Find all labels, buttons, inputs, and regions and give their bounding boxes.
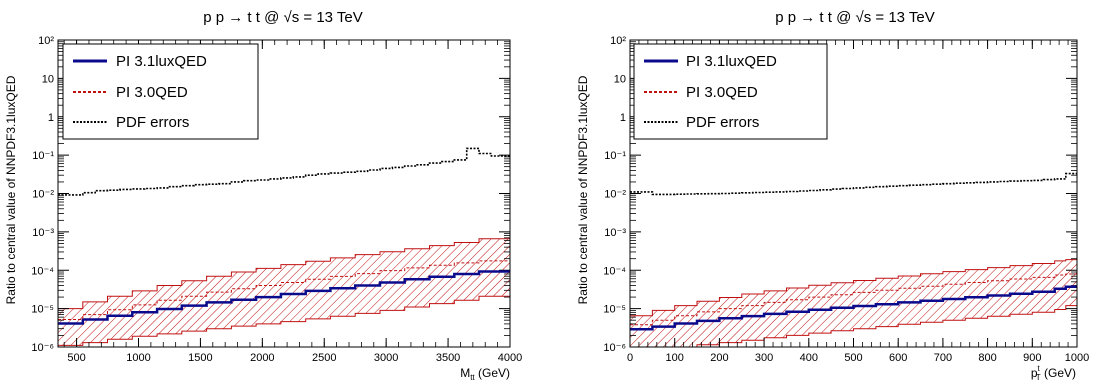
panel-right: p p → t t @ √s = 13 TeV Ratio to central… <box>576 9 1089 382</box>
x-tick-label: 100 <box>666 352 684 364</box>
y-tick-label: 1 <box>620 112 626 124</box>
x-tick-label: 500 <box>844 352 862 364</box>
series-line-pdf-errors <box>58 147 510 196</box>
legend-label-luxqed: PI 3.1luxQED <box>686 53 777 70</box>
y-tick-label: 10 <box>614 73 626 85</box>
legend-label-pdf: PDF errors <box>116 114 189 131</box>
y-tick-label: 10⁻² <box>604 189 626 201</box>
chart-title: p p → t t @ √s = 13 TeV <box>203 9 363 26</box>
y-tick-label: 10⁻⁵ <box>603 304 626 316</box>
uncertainty-bands <box>630 259 1077 348</box>
plot-frame <box>57 39 511 348</box>
qed-uncertainty-band <box>58 238 510 346</box>
y-tick-label: 1 <box>48 112 54 124</box>
x-tick-label: 1000 <box>126 352 150 364</box>
series-line-qed <box>630 273 1077 326</box>
qed-band-lower-edge <box>58 295 510 346</box>
series-lines <box>58 147 510 325</box>
y-tick-label: 10⁻⁶ <box>603 342 626 354</box>
x-tick-label: 0 <box>627 352 633 364</box>
y-tick-label: 10² <box>610 35 626 47</box>
y-tick-label: 10⁻⁶ <box>31 342 54 354</box>
x-axis-label-unit: (GeV) <box>475 366 510 380</box>
x-tick-label: 1500 <box>188 352 212 364</box>
qed-uncertainty-band <box>630 259 1077 347</box>
y-tick-label: 10² <box>38 35 54 47</box>
x-tick-label: 700 <box>934 352 952 364</box>
y-tick-label: 10⁻³ <box>32 227 54 239</box>
series-lines <box>630 172 1077 331</box>
plot-area: 10⁻⁶ 10⁻⁵ 10⁻⁴ 10⁻³ 10⁻² 10⁻¹ 1 10 10² 500 1000 150… <box>31 35 522 364</box>
legend-label-pdf: PDF errors <box>686 114 759 131</box>
x-tick-label: 900 <box>1023 352 1041 364</box>
series-line-luxqed <box>58 270 510 325</box>
legend-label-luxqed: PI 3.1luxQED <box>116 53 207 70</box>
qed-band-upper-edge <box>630 259 1077 317</box>
x-tick-label: 200 <box>710 352 728 364</box>
x-tick-label: 1000 <box>1065 352 1089 364</box>
y-tick-label: 10⁻¹ <box>32 150 54 162</box>
x-axis-label-sub: tt <box>470 373 475 382</box>
y-tick-label: 10⁻⁴ <box>31 265 54 277</box>
legend-label-qed: PI 3.0QED <box>116 84 188 101</box>
x-tick-label: 800 <box>978 352 996 364</box>
plot-frame <box>629 39 1078 348</box>
axes: 10⁻⁶ 10⁻⁵ 10⁻⁴ 10⁻³ 10⁻² 10⁻¹ 1 10 10² 500 1000 150… <box>31 35 522 364</box>
y-tick-label: 10⁻¹ <box>604 150 626 162</box>
x-axis-label-sup: t <box>1038 364 1041 373</box>
y-tick-label: 10⁻⁵ <box>31 304 54 316</box>
legend: PI 3.1luxQED PI 3.0QED PDF errors <box>633 43 828 140</box>
x-tick-label: 4000 <box>498 352 522 364</box>
x-tick-label: 3500 <box>436 352 460 364</box>
x-tick-label: 600 <box>889 352 907 364</box>
x-tick-label: 400 <box>800 352 818 364</box>
series-line-luxqed <box>630 285 1077 331</box>
x-axis-label-main: p <box>1031 366 1038 380</box>
x-tick-label: 3000 <box>374 352 398 364</box>
x-axis-label-unit: (GeV) <box>1041 366 1076 380</box>
x-axis-label-sub: T <box>1036 373 1041 382</box>
x-tick-label: 500 <box>67 352 85 364</box>
x-tick-label: 2500 <box>312 352 336 364</box>
x-tick-label: 300 <box>755 352 773 364</box>
series-line-pdf-errors <box>630 172 1077 196</box>
y-tick-label: 10⁻⁴ <box>603 265 626 277</box>
y-tick-label: 10⁻³ <box>604 227 626 239</box>
uncertainty-bands <box>58 238 510 346</box>
chart-title: p p → t t @ √s = 13 TeV <box>775 9 935 26</box>
legend: PI 3.1luxQED PI 3.0QED PDF errors <box>62 43 259 140</box>
panel-left: p p → t t @ √s = 13 TeV Ratio to central… <box>4 9 522 382</box>
y-tick-label: 10⁻² <box>32 189 54 201</box>
y-tick-label: 10 <box>42 73 54 85</box>
qed-band-upper-edge <box>58 238 510 310</box>
x-axis-label: Mtt (GeV) <box>460 366 510 382</box>
x-tick-label: 2000 <box>250 352 274 364</box>
x-axis-label: pt T (GeV) <box>1031 364 1076 382</box>
y-axis-label: Ratio to central value of NNPDF3.1luxQED <box>576 75 590 304</box>
legend-label-qed: PI 3.0QED <box>686 84 758 101</box>
x-axis-label-main: M <box>460 366 470 380</box>
y-axis-label: Ratio to central value of NNPDF3.1luxQED <box>4 75 18 304</box>
